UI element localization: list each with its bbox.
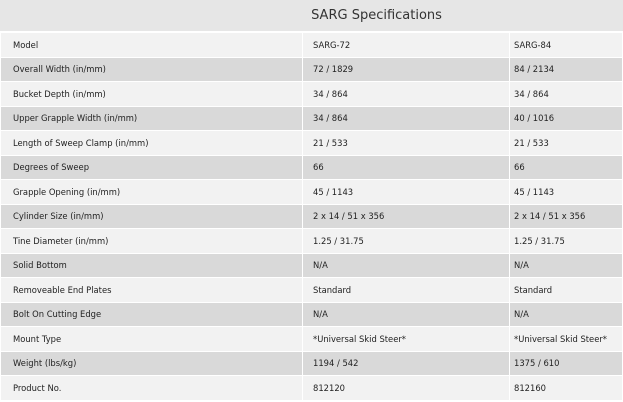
- table-cell: Length of Sweep Clamp (in/mm): [0, 130, 303, 156]
- table-row: Model SARG-72 SARG-84: [0, 32, 623, 58]
- table-row: Tine Diameter (in/mm) 1.25 / 31.75 1.25 / …: [0, 228, 623, 254]
- table-cell: Solid Bottom: [0, 252, 303, 278]
- table-cell: Standard: [302, 277, 510, 303]
- table-title: SARG Specifications: [0, 0, 623, 32]
- table-cell: N/A: [302, 301, 510, 327]
- table-cell: 84 / 2134: [509, 56, 623, 82]
- table-cell: SARG-84: [509, 32, 623, 58]
- table-cell: Cylinder Size (in/mm): [0, 203, 303, 229]
- table-cell: 21 / 533: [509, 130, 623, 156]
- table-cell: Bucket Depth (in/mm): [0, 81, 303, 107]
- table-row: Overall Width (in/mm) 72 / 1829 84 / 2134: [0, 56, 623, 82]
- table-cell: SARG-72: [302, 32, 510, 58]
- table-cell: Degrees of Sweep: [0, 154, 303, 180]
- table-row: Bolt On Cutting Edge N/A N/A: [0, 301, 623, 327]
- table-cell: Grapple Opening (in/mm): [0, 179, 303, 205]
- table-cell: 812120: [302, 375, 510, 401]
- table-cell: 34 / 864: [509, 81, 623, 107]
- table-row: Cylinder Size (in/mm) 2 x 14 / 51 x 356 2 …: [0, 203, 623, 229]
- table-cell: N/A: [302, 252, 510, 278]
- table-cell: 1194 / 542: [302, 350, 510, 376]
- table-cell: 2 x 14 / 51 x 356: [509, 203, 623, 229]
- table-cell: N/A: [509, 252, 623, 278]
- table-cell: Product No.: [0, 375, 303, 401]
- spec-table: Model SARG-72 SARG-84 Overall Width (in/mm)…: [0, 32, 623, 401]
- table-cell: Overall Width (in/mm): [0, 56, 303, 82]
- table-row: Mount Type *Universal Skid Steer* *Univers…: [0, 326, 623, 352]
- table-row: Removeable End Plates Standard Standard: [0, 277, 623, 303]
- table-cell: 66: [302, 154, 510, 180]
- table-row: Upper Grapple Width (in/mm) 34 / 864 40 / …: [0, 105, 623, 131]
- table-cell: *Universal Skid Steer*: [302, 326, 510, 352]
- table-cell: Mount Type: [0, 326, 303, 352]
- table-cell: 812160: [509, 375, 623, 401]
- table-cell: Removeable End Plates: [0, 277, 303, 303]
- table-cell: 72 / 1829: [302, 56, 510, 82]
- table-cell: 66: [509, 154, 623, 180]
- table-cell: Model: [0, 32, 303, 58]
- table-cell: 34 / 864: [302, 81, 510, 107]
- table-row: Length of Sweep Clamp (in/mm) 21 / 533 21 …: [0, 130, 623, 156]
- table-cell: 40 / 1016: [509, 105, 623, 131]
- table-row: Solid Bottom N/A N/A: [0, 252, 623, 278]
- table-cell: Standard: [509, 277, 623, 303]
- table-cell: Bolt On Cutting Edge: [0, 301, 303, 327]
- table-cell: N/A: [509, 301, 623, 327]
- table-row: Grapple Opening (in/mm) 45 / 1143 45 / 114…: [0, 179, 623, 205]
- table-cell: 2 x 14 / 51 x 356: [302, 203, 510, 229]
- table-cell: 45 / 1143: [302, 179, 510, 205]
- table-cell: 1375 / 610: [509, 350, 623, 376]
- table-cell: 21 / 533: [302, 130, 510, 156]
- table-row: Bucket Depth (in/mm) 34 / 864 34 / 864: [0, 81, 623, 107]
- table-cell: Weight (lbs/kg): [0, 350, 303, 376]
- table-cell: *Universal Skid Steer*: [509, 326, 623, 352]
- table-cell: 45 / 1143: [509, 179, 623, 205]
- table-row: Product No. 812120 812160: [0, 375, 623, 401]
- table-row: Weight (lbs/kg) 1194 / 542 1375 / 610: [0, 350, 623, 376]
- table-cell: 1.25 / 31.75: [509, 228, 623, 254]
- table-cell: 34 / 864: [302, 105, 510, 131]
- table-cell: Tine Diameter (in/mm): [0, 228, 303, 254]
- table-cell: Upper Grapple Width (in/mm): [0, 105, 303, 131]
- table-row: Degrees of Sweep 66 66: [0, 154, 623, 180]
- table-cell: 1.25 / 31.75: [302, 228, 510, 254]
